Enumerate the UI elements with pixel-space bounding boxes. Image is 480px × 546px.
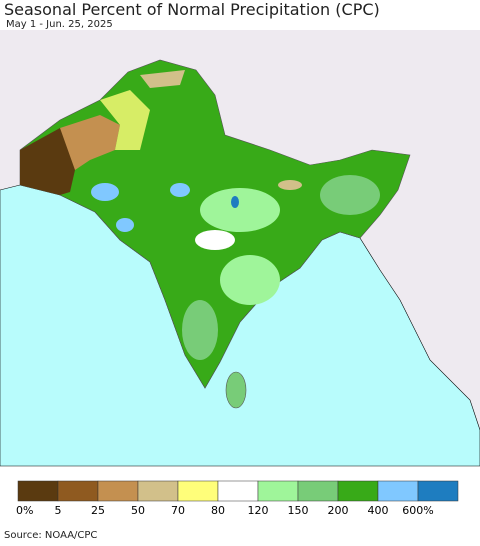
region-dry (100, 90, 150, 150)
legend-label: 80 (211, 504, 225, 517)
legend-swatch (177, 480, 219, 502)
title: Seasonal Percent of Normal Precipitation… (4, 0, 380, 19)
legend-label: 600% (402, 504, 433, 517)
subtitle: May 1 - Jun. 25, 2025 (6, 19, 113, 30)
legend-swatch (257, 480, 299, 502)
legend-swatch (137, 480, 179, 502)
region-wet (91, 183, 119, 201)
legend-label: 150 (288, 504, 309, 517)
legend-swatch (57, 480, 99, 502)
region-dry (20, 128, 80, 195)
region (182, 300, 218, 360)
region (195, 230, 235, 250)
region-wet (231, 196, 239, 208)
region-wet (116, 218, 134, 232)
region (220, 255, 280, 305)
legend-label: 70 (171, 504, 185, 517)
legend-label: 25 (91, 504, 105, 517)
legend-swatch (337, 480, 379, 502)
region-dry (140, 70, 185, 88)
legend-swatch (417, 480, 459, 502)
legend-label: 5 (55, 504, 62, 517)
region-wet (170, 183, 190, 197)
legend-swatch (377, 480, 419, 502)
legend-swatch (217, 480, 259, 502)
legend-label: 400 (368, 504, 389, 517)
legend-label: 0% (16, 504, 33, 517)
legend-swatch (297, 480, 339, 502)
region-dry (278, 180, 302, 190)
legend: 0% 5 25 50 70 80 120 150 200 400 600% (16, 480, 459, 517)
legend-swatch (17, 480, 59, 502)
legend-label: 50 (131, 504, 145, 517)
region (200, 188, 280, 232)
source: Source: NOAA/CPC (4, 530, 98, 541)
sri-lanka (225, 371, 247, 409)
legend-label: 120 (248, 504, 269, 517)
legend-label: 200 (328, 504, 349, 517)
region (320, 175, 380, 215)
region-dry (60, 115, 120, 170)
legend-swatch (97, 480, 139, 502)
